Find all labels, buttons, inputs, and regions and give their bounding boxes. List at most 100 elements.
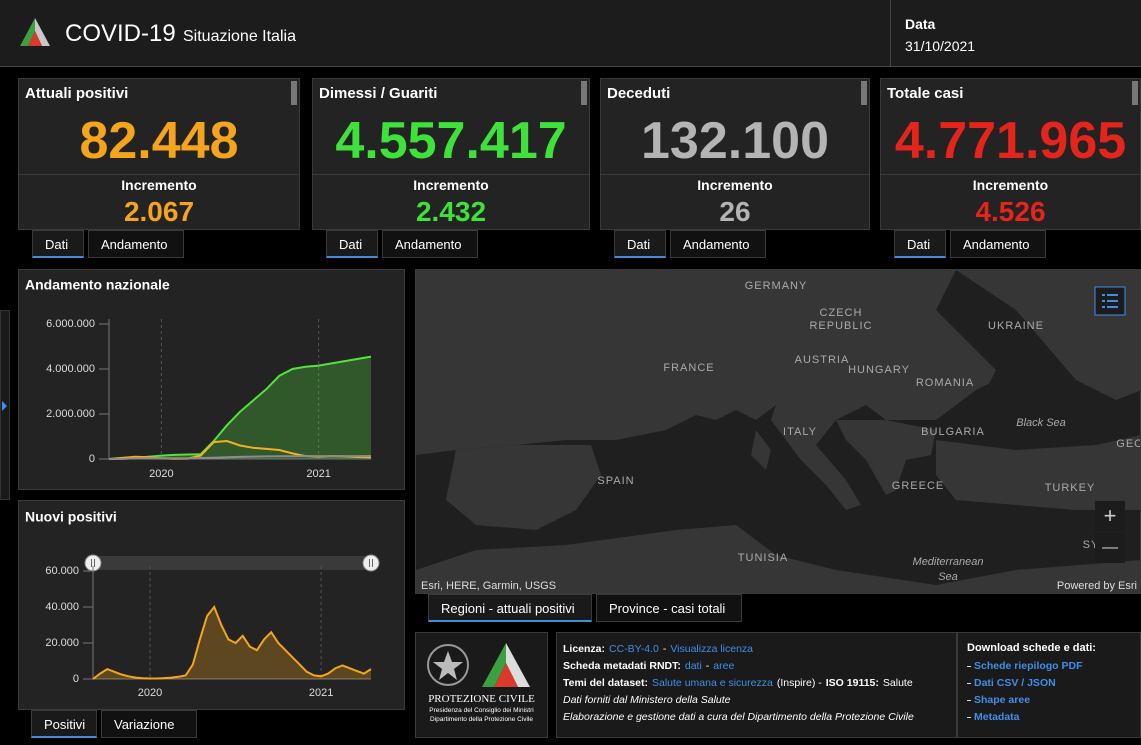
x-tick-label: 2020: [149, 468, 173, 480]
bullet: [967, 699, 971, 701]
link[interactable]: aree: [713, 660, 735, 672]
info-text: Salute: [882, 677, 913, 689]
chart: Nuovi positivi 0 20.000 40.000 60.000 2020 202…: [25, 509, 380, 699]
bullet: [967, 665, 971, 667]
card-title: Dimessi / Guariti: [319, 85, 438, 102]
zoom-out-button[interactable]: [1095, 533, 1125, 563]
tab[interactable]: Dati: [894, 230, 946, 258]
card-title: Deceduti: [607, 85, 671, 102]
bullet: [967, 682, 971, 684]
tab[interactable]: Dati: [326, 230, 378, 258]
card-separator: [19, 174, 299, 175]
map-label: GEO: [1116, 438, 1141, 450]
zoom-out[interactable]: —: [1102, 539, 1118, 556]
range-slider[interactable]: [93, 556, 371, 570]
increment-label: Incremento: [413, 177, 489, 193]
chart-title: Andamento nazionale: [25, 277, 170, 293]
download-item: Schede riepilogo PDF: [967, 658, 1083, 675]
app-title: COVID-19: [65, 20, 176, 47]
line: [92, 605, 372, 680]
y-tick-label: 40.000: [45, 601, 79, 613]
tab[interactable]: Variazione: [101, 710, 197, 738]
increment-label: Incremento: [697, 177, 773, 193]
download-link[interactable]: Shape aree: [974, 694, 1031, 706]
map-label: GREECE: [892, 480, 944, 492]
info-text: Dati forniti dal Ministero della Salute: [563, 694, 731, 706]
map-panel: GERMANY CZECH REPUBLIC UKRAINE FRANCE AUSTRIA…: [415, 269, 1141, 594]
line: [108, 355, 372, 460]
info-box: Licenza: CC-BY-4.0- Visualizza licenza Sche…: [556, 632, 957, 738]
info-text: -: [662, 643, 667, 655]
legend-icon: [1107, 294, 1118, 296]
date: 31/10/2021: [905, 38, 976, 54]
tab[interactable]: Regioni - attuali positivi: [428, 594, 592, 622]
link[interactable]: Salute umana e sicurezza: [652, 677, 773, 689]
link[interactable]: CC-BY-4.0: [609, 643, 659, 655]
zoom-in-button[interactable]: [1095, 501, 1125, 531]
y-tick-label: 60.000: [45, 565, 79, 577]
header: COVID-19 Situazione Italia Data 31/10/20…: [0, 0, 1141, 67]
tab[interactable]: Andamento: [382, 230, 478, 258]
tab[interactable]: Dati: [614, 230, 666, 258]
powered-by[interactable]: Powered by Esri: [1057, 580, 1137, 592]
download-link[interactable]: Metadata: [974, 711, 1020, 723]
map-label: FRANCE: [663, 362, 714, 374]
download-link[interactable]: Dati CSV / JSON: [974, 677, 1056, 689]
tab[interactable]: Positivi: [31, 710, 97, 738]
logo-box: PROTEZIONE CIVILE Presidenza del Consigl…: [415, 632, 548, 738]
info-line: Temi del dataset: Salute umana e sicurezz…: [563, 675, 918, 692]
logo-title: PROTEZIONE CIVILE: [428, 693, 535, 705]
scroll-bar: [581, 81, 587, 105]
chart: Andamento nazionale 0 2.000.000 4.000.000 6.…: [25, 277, 372, 480]
tab[interactable]: Dati: [32, 230, 84, 258]
side-arrow: [2, 401, 7, 411]
tab[interactable]: Andamento: [950, 230, 1046, 258]
map-label: SY: [1083, 539, 1100, 551]
tab[interactable]: Province - casi totali: [596, 594, 742, 622]
download-box: Download schede e dati: Schede riepilogo…: [957, 632, 1141, 738]
tab[interactable]: Andamento: [670, 230, 766, 258]
download-link[interactable]: Schede riepilogo PDF: [974, 660, 1083, 672]
stat-card: Attuali positivi 82.448 Incremento 2.067: [18, 78, 300, 230]
card-separator: [881, 174, 1140, 175]
increment-label: Incremento: [121, 177, 197, 193]
date-label: Data: [905, 16, 936, 32]
map-label: Mediterranean: [913, 556, 984, 568]
download-item: Shape aree: [967, 692, 1083, 709]
increment-value: 2.067: [123, 196, 195, 227]
y-tick-label: 0: [89, 453, 95, 465]
scroll-bar: [291, 81, 297, 105]
info-text: Scheda metadati RNDT:: [563, 660, 681, 672]
legend-icon: [1102, 306, 1105, 308]
info-text: ISO 19115:: [825, 677, 879, 689]
scroll-bar: [1132, 81, 1138, 105]
map-label: TURKEY: [1045, 482, 1096, 494]
chart-panel: Andamento nazionale 0 2.000.000 4.000.000 6.…: [18, 269, 405, 490]
map-label: SPAIN: [597, 475, 634, 487]
slider-handle[interactable]: [362, 554, 380, 572]
card-separator: [313, 174, 589, 175]
y-tick-label: 4.000.000: [46, 363, 95, 375]
y-tick-label: 2.000.000: [46, 408, 95, 420]
map-label: GERMANY: [745, 280, 808, 292]
info-text: Elaborazione e gestione dati a cura del …: [563, 711, 914, 723]
chart-title: Nuovi positivi: [25, 509, 117, 525]
chart-panel: Nuovi positivi 0 20.000 40.000 60.000 2020 202…: [18, 500, 405, 710]
tab[interactable]: Andamento: [88, 230, 184, 258]
map-label: REPUBLIC: [809, 320, 872, 332]
zoom-in[interactable]: +: [1104, 503, 1117, 528]
line: [108, 455, 372, 460]
download-title: Download schede e dati:: [967, 642, 1096, 654]
map-label: UKRAINE: [988, 320, 1044, 332]
increment-value: 4.526: [975, 196, 1046, 227]
stat-card: Totale casi 4.771.965 Incremento 4.526: [880, 78, 1141, 230]
x-tick-label: 2020: [138, 687, 162, 699]
info-text: Licenza:: [563, 643, 606, 655]
link[interactable]: dati: [684, 660, 702, 672]
y-tick-label: 6.000.000: [46, 318, 95, 330]
x-tick-label: 2021: [309, 687, 333, 699]
side-toggle[interactable]: [0, 310, 10, 500]
link[interactable]: Visualizza licenza: [670, 643, 754, 655]
